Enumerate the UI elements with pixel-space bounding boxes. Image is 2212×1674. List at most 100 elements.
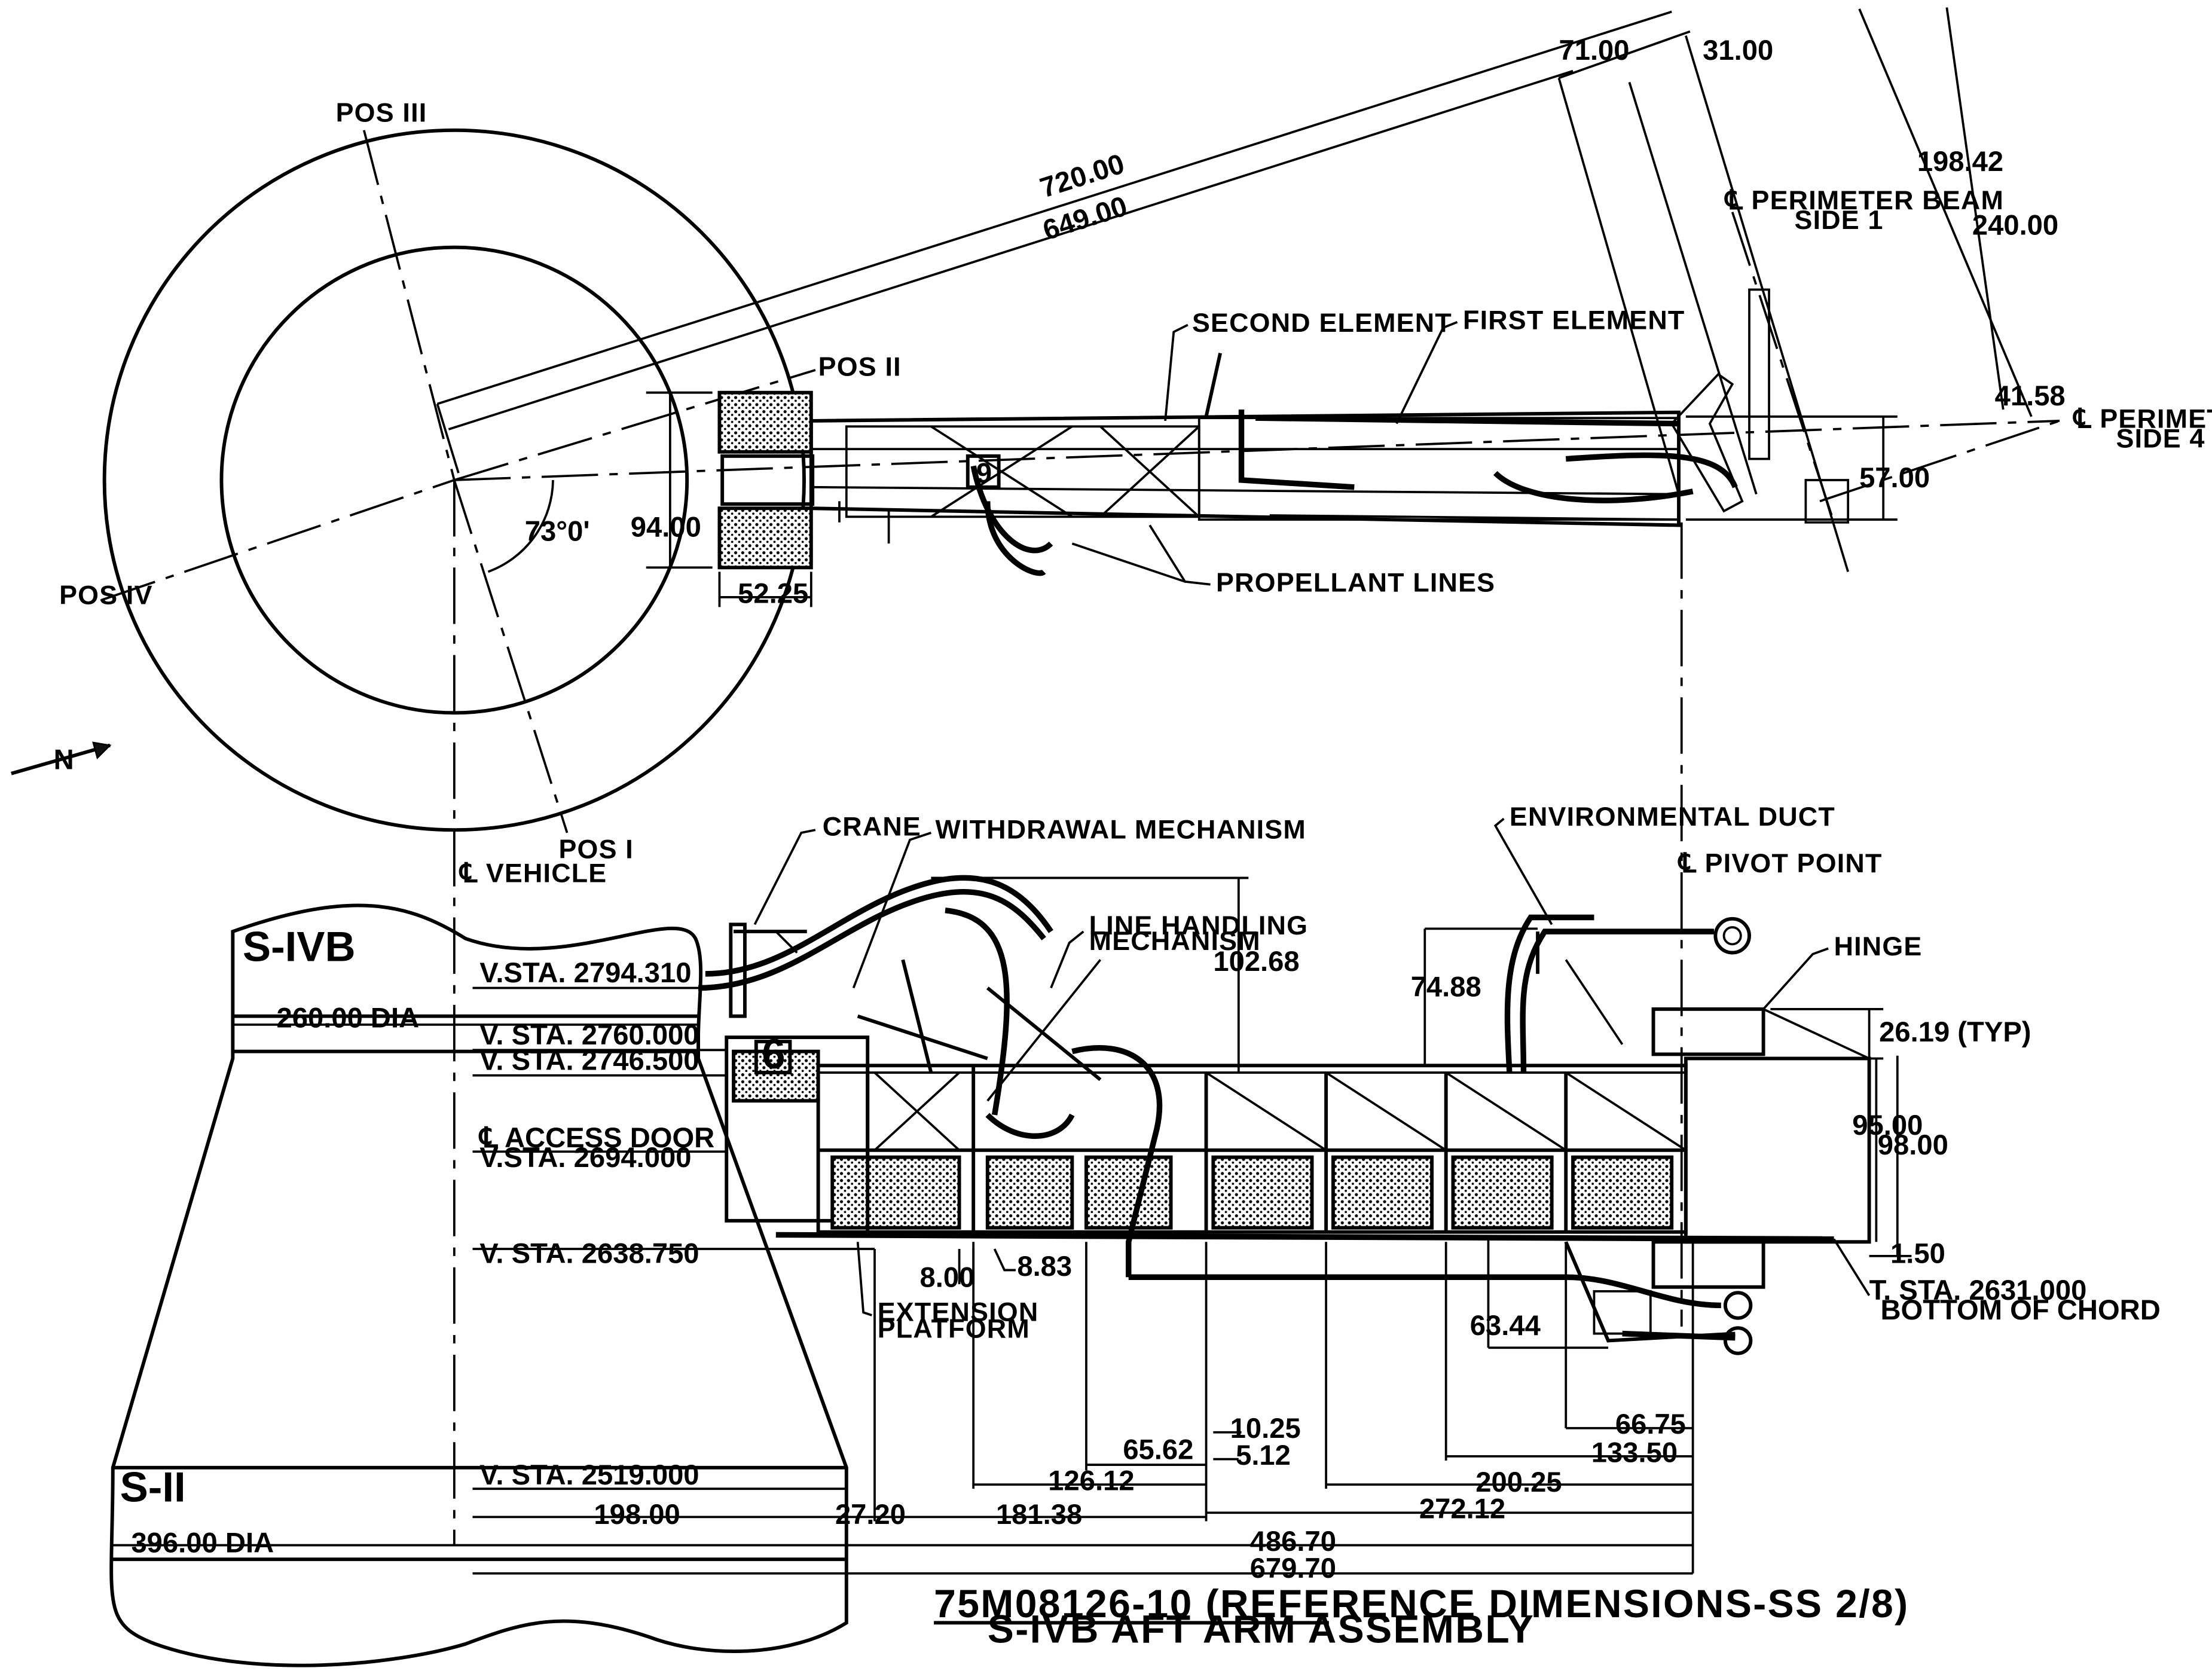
axis-pos-3	[362, 130, 456, 481]
dim-396-dia: 396.00 DIA	[112, 1527, 1693, 1559]
environmental-duct: ENVIRONMENTAL DUCT	[1493, 801, 1835, 1073]
svg-text:240.00: 240.00	[1972, 209, 2058, 241]
svg-text:CRANE: CRANE	[823, 811, 921, 842]
plan-attach-box-lower	[717, 506, 813, 570]
svg-text:126.12: 126.12	[1048, 1465, 1134, 1497]
dim-71-31: 71.00 31.00	[1557, 30, 1850, 572]
svg-text:200.25: 200.25	[1475, 1467, 1562, 1498]
crane: CRANE	[729, 811, 921, 1018]
axis-pos-2	[454, 369, 816, 481]
svg-text:SECOND ELEMENT: SECOND ELEMENT	[1192, 307, 1452, 338]
svg-text:98.00: 98.00	[1878, 1129, 1948, 1161]
svg-text:8.83: 8.83	[1017, 1251, 1072, 1282]
hinge-callout: HINGE	[1762, 931, 1921, 1010]
dim-102: 102.68	[931, 876, 1300, 1073]
title-block: 75M08126-10 (REFERENCE DIMENSIONS-SS 2/8…	[934, 1582, 1909, 1651]
svg-text:27.20: 27.20	[835, 1499, 906, 1531]
perimeter-beam-side-4: ℄ PERIMETER BEAM SIDE 4	[1819, 404, 2212, 503]
svg-text:95.00: 95.00	[1852, 1110, 1923, 1141]
svg-text:V. STA. 2760.000: V. STA. 2760.000	[479, 1019, 699, 1051]
dim-649: 649.00	[448, 69, 1574, 430]
second-element-callout: SECOND ELEMENT	[1164, 307, 1452, 421]
dim-26: 26.19 (TYP)	[1770, 1007, 2031, 1059]
svg-text:V.STA. 2794.310: V.STA. 2794.310	[479, 957, 691, 989]
angle-label: 73°0'	[525, 515, 590, 547]
svg-text:486.70: 486.70	[1250, 1526, 1336, 1557]
s-ii-label: S-II	[120, 1464, 186, 1511]
first-element-callout: FIRST ELEMENT	[1395, 305, 1685, 424]
dim-198-240: 198.42 240.00 41.58	[1858, 7, 2066, 417]
svg-text:31.00: 31.00	[1703, 35, 1773, 66]
pos-2-label: POS II	[818, 351, 902, 381]
propellant-line-elevation	[985, 1045, 1753, 1355]
svg-text:74.88: 74.88	[1411, 972, 1481, 1003]
svg-text:LINE HANDLING: LINE HANDLING	[1089, 910, 1308, 940]
dim-57: 57.00	[1685, 415, 1930, 521]
drawing-number: 75M08126-10 (REFERENCE DIMENSIONS-SS 2/8…	[934, 1582, 1909, 1626]
svg-text:63.44: 63.44	[1470, 1310, 1541, 1342]
svg-text:26.19 (TYP): 26.19 (TYP)	[1879, 1016, 2031, 1048]
svg-text:WITHDRAWAL MECHANISM: WITHDRAWAL MECHANISM	[935, 814, 1306, 844]
propellant-lines-callout: PROPELLANT LINES	[1071, 524, 1495, 597]
axis-pos-1	[453, 479, 569, 833]
svg-text:41.58: 41.58	[1995, 380, 2066, 412]
svg-text:ENVIRONMENTAL DUCT: ENVIRONMENTAL DUCT	[1510, 801, 1835, 832]
marker-6: 6	[762, 1031, 785, 1078]
svg-text:N: N	[54, 744, 74, 776]
svg-text:℄ PERIMETER BEAM: ℄ PERIMETER BEAM	[1724, 185, 2004, 215]
svg-text:272.12: 272.12	[1419, 1493, 1505, 1525]
dim-260-dia: 260.00 DIA	[233, 1003, 699, 1034]
svg-text:10.25: 10.25	[1230, 1413, 1301, 1444]
drawing-title: S-IVB AFT ARM ASSEMBLY	[988, 1607, 1535, 1651]
svg-text:FIRST ELEMENT: FIRST ELEMENT	[1463, 305, 1685, 335]
pos-3-label: POS III	[336, 97, 427, 128]
line-handling-mechanism: LINE HANDLING MECHANISM	[986, 910, 1308, 1102]
baseline-dims: 66.75 133.50 200.25 272.12 10.25 5.12 65…	[472, 1242, 1694, 1584]
pivot-point-label: ℄ PIVOT POINT	[1678, 848, 1883, 878]
inner-vehicle-circle	[219, 245, 689, 715]
withdrawal-mechanism: WITHDRAWAL MECHANISM	[698, 814, 1306, 1116]
svg-text:V. STA. 2638.750: V. STA. 2638.750	[479, 1238, 699, 1270]
pos-4-label: POS IV	[59, 580, 153, 610]
svg-text:102.68: 102.68	[1213, 946, 1299, 977]
marker-9: 9	[976, 458, 992, 490]
svg-text:71.00: 71.00	[1559, 35, 1629, 66]
svg-text:PROPELLANT LINES: PROPELLANT LINES	[1216, 567, 1495, 597]
svg-text:1.50: 1.50	[1890, 1238, 1945, 1270]
dim-74: 74.88	[1411, 927, 1538, 1066]
plan-view: 73°0' POS III POS II POS IV POS I N 720.…	[11, 7, 2212, 1545]
dim-63: 63.44	[1470, 1239, 1609, 1349]
pos-1-label: POS I	[558, 833, 633, 864]
svg-text:SIDE 4: SIDE 4	[2116, 423, 2205, 454]
svg-text:198.00: 198.00	[594, 1499, 680, 1531]
dim-95-98: 95.00 98.00 1.50	[1852, 1055, 1948, 1270]
svg-text:133.50: 133.50	[1591, 1437, 1678, 1468]
svg-text:V.STA. 2694.000: V.STA. 2694.000	[479, 1142, 691, 1174]
elevation-view: S-IVB S-II ℄ VEHICLE ℄ PIVOT POINT 260.0…	[109, 801, 2161, 1667]
vehicle-cl-label: ℄ VEHICLE	[459, 858, 607, 888]
plan-arm: 9	[717, 352, 1744, 576]
north-arrow: N	[11, 741, 112, 776]
extension-platform-callout: EXTENSION PLATFORM	[856, 1242, 1039, 1344]
svg-text:679.70: 679.70	[1250, 1553, 1336, 1584]
svg-text:5.12: 5.12	[1236, 1440, 1291, 1471]
svg-text:PLATFORM: PLATFORM	[878, 1313, 1030, 1344]
svg-text:BOTTOM OF CHORD: BOTTOM OF CHORD	[1880, 1294, 2160, 1326]
svg-text:52.25: 52.25	[738, 578, 808, 609]
angle-arc	[487, 479, 554, 573]
dim-52: 52.25	[718, 572, 812, 609]
svg-text:57.00: 57.00	[1859, 462, 1930, 494]
svg-text:396.00 DIA: 396.00 DIA	[131, 1527, 274, 1559]
axis-pos-4	[101, 479, 455, 601]
svg-text:EXTENSION: EXTENSION	[878, 1296, 1039, 1327]
svg-text:℄ ACCESS DOOR: ℄ ACCESS DOOR	[478, 1122, 714, 1154]
svg-text:65.62: 65.62	[1123, 1434, 1193, 1466]
svg-text:T. STA. 2631.000: T. STA. 2631.000	[1869, 1275, 2087, 1306]
station-labels: V.STA. 2794.310 V. STA. 2760.000 V. STA.…	[472, 957, 2161, 1491]
svg-text:8.00: 8.00	[920, 1262, 975, 1294]
s-ivb-stage	[109, 903, 848, 1667]
svg-text:181.38: 181.38	[996, 1499, 1082, 1531]
svg-text:260.00 DIA: 260.00 DIA	[277, 1003, 420, 1034]
svg-text:V. STA. 2746.500: V. STA. 2746.500	[479, 1044, 699, 1076]
